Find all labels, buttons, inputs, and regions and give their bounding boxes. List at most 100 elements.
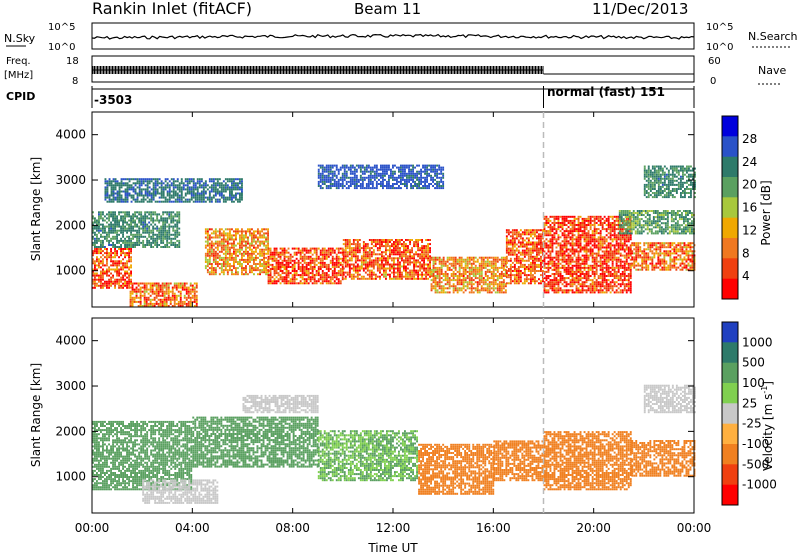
heatmap-cell bbox=[130, 241, 132, 244]
heatmap-cell bbox=[303, 249, 306, 252]
heatmap-cell bbox=[170, 225, 173, 228]
heatmap-cell bbox=[452, 260, 455, 263]
heatmap-cell bbox=[162, 246, 165, 248]
heatmap-cell bbox=[611, 240, 614, 243]
heatmap-cell bbox=[237, 250, 239, 253]
heatmap-cell bbox=[405, 273, 407, 276]
heatmap-cell bbox=[204, 246, 207, 249]
heatmap-cell bbox=[231, 258, 233, 261]
heatmap-cell bbox=[547, 232, 550, 235]
heatmap-cell bbox=[565, 254, 568, 257]
heatmap-cell bbox=[118, 256, 120, 259]
heatmap-cell bbox=[323, 255, 326, 258]
heatmap-cell bbox=[458, 264, 461, 267]
heatmap-cell bbox=[571, 279, 574, 282]
heatmap-cell bbox=[583, 236, 586, 239]
heatmap-cell bbox=[571, 226, 574, 229]
heatmap-cell bbox=[579, 262, 582, 265]
heatmap-cell bbox=[114, 246, 116, 248]
heatmap-cell bbox=[98, 213, 100, 216]
heatmap-cell bbox=[169, 296, 172, 299]
heatmap-cell bbox=[484, 289, 487, 292]
heatmap-cell bbox=[214, 236, 217, 239]
heatmap-cell bbox=[120, 248, 122, 250]
heatmap-cell bbox=[305, 274, 308, 277]
heatmap-cell bbox=[532, 251, 534, 254]
heatmap-cell bbox=[557, 285, 560, 288]
heatmap-cell bbox=[571, 240, 574, 243]
heatmap-cell bbox=[553, 219, 556, 222]
heatmap-cell bbox=[337, 272, 340, 275]
heatmap-cell bbox=[450, 258, 453, 261]
heatmap-cell bbox=[146, 241, 149, 244]
heatmap-cell bbox=[567, 252, 570, 255]
heatmap-cell bbox=[313, 266, 316, 268]
heatmap-cell bbox=[617, 242, 620, 245]
heatmap-cell bbox=[583, 232, 586, 235]
heatmap-cell bbox=[92, 215, 94, 218]
heatmap-cell bbox=[239, 261, 241, 263]
heatmap-cell bbox=[530, 233, 532, 236]
heatmap-cell bbox=[595, 252, 598, 255]
heatmap-cell bbox=[206, 252, 209, 255]
heatmap-cell bbox=[557, 234, 560, 237]
heatmap-cell bbox=[142, 231, 145, 234]
heatmap-cell bbox=[344, 251, 347, 254]
heatmap-cell bbox=[621, 281, 624, 284]
heatmap-cell bbox=[511, 274, 514, 277]
heatmap-cell bbox=[231, 254, 233, 257]
heatmap-cell bbox=[356, 247, 359, 250]
heatmap-cell bbox=[171, 292, 174, 295]
heatmap-cell bbox=[405, 261, 407, 264]
heatmap-cell bbox=[208, 246, 211, 249]
heatmap-cell bbox=[517, 251, 520, 254]
heatmap-cell bbox=[525, 249, 528, 252]
heatmap-cell bbox=[579, 268, 582, 271]
heatmap-cell bbox=[561, 224, 564, 226]
heatmap-cell bbox=[241, 232, 243, 235]
heatmap-cell bbox=[417, 259, 419, 262]
heatmap-cell bbox=[515, 274, 518, 277]
heatmap-cell bbox=[543, 232, 546, 235]
heatmap-cell bbox=[597, 236, 600, 239]
heatmap-cell bbox=[571, 215, 574, 218]
heatmap-cell bbox=[601, 270, 604, 273]
heatmap-cell bbox=[126, 231, 128, 234]
heatmap-cell bbox=[530, 270, 532, 272]
heatmap-cell bbox=[303, 247, 306, 250]
heatmap-cell bbox=[603, 250, 606, 253]
heatmap-cell bbox=[140, 235, 143, 238]
heatmap-cell bbox=[235, 273, 237, 276]
heatmap-cell bbox=[100, 213, 102, 216]
heatmap-cell bbox=[212, 261, 215, 263]
heatmap-cell bbox=[611, 275, 614, 277]
heatmap-cell bbox=[585, 244, 588, 247]
heatmap-cell bbox=[120, 278, 122, 281]
heatmap-cell bbox=[381, 263, 383, 266]
heatmap-cell bbox=[96, 239, 98, 242]
heatmap-cell bbox=[233, 265, 235, 268]
heatmap-cell bbox=[515, 231, 518, 234]
heatmap-cell bbox=[438, 268, 441, 271]
heatmap-cell bbox=[342, 249, 345, 252]
heatmap-cell bbox=[128, 278, 130, 281]
heatmap-cell bbox=[405, 255, 407, 258]
heatmap-cell bbox=[527, 274, 530, 277]
heatmap-cell bbox=[153, 305, 156, 307]
heatmap-cell bbox=[577, 254, 580, 257]
heatmap-cell bbox=[342, 273, 345, 276]
heatmap-cell bbox=[237, 248, 239, 251]
heatmap-cell bbox=[444, 273, 447, 275]
heatmap-cell bbox=[346, 255, 349, 258]
heatmap-cell bbox=[585, 217, 588, 220]
heatmap-cell bbox=[532, 261, 534, 264]
heatmap-cell bbox=[492, 266, 495, 269]
heatmap-cell bbox=[409, 243, 411, 246]
heatmap-cell bbox=[567, 283, 570, 286]
heatmap-cell bbox=[249, 246, 251, 249]
heatmap-cell bbox=[346, 245, 349, 248]
heatmap-cell bbox=[263, 232, 265, 235]
heatmap-cell bbox=[126, 241, 128, 244]
heatmap-cell bbox=[307, 272, 310, 275]
heatmap-cell bbox=[148, 239, 151, 242]
